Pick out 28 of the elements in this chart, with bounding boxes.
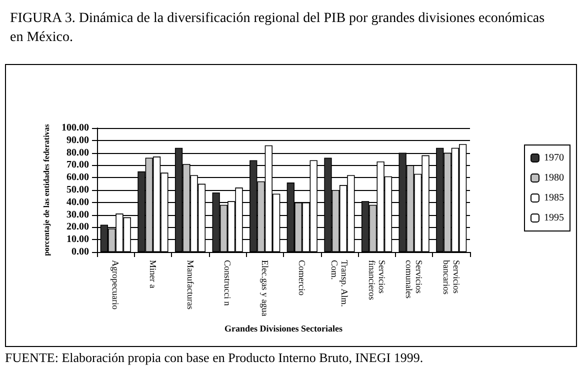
x-tick-label: Construcci n <box>222 260 233 306</box>
y-tick-label: 0.00 <box>72 246 89 258</box>
x-tick-label: Transp. Alm. Com. <box>329 260 350 310</box>
source-note: FUENTE: Elaboración propia con base en Producto Interno Bruto, INEGI 1999. <box>5 350 424 365</box>
y-tick-label: 50.00 <box>66 184 89 196</box>
y-tick-label: 70.00 <box>66 160 89 171</box>
y-tick-label: 100.00 <box>62 122 89 134</box>
y-tick-label: 40.00 <box>66 196 89 208</box>
x-tick-label: Servicios bancarios <box>441 260 462 296</box>
x-axis-title: Grandes Divisiones Sectoriales <box>224 323 343 334</box>
x-tick-label: Servicios financieros <box>366 260 387 300</box>
y-tick-label: 20.00 <box>66 222 89 233</box>
y-axis-title: porcentaje de las entidades federativas <box>42 124 52 256</box>
legend-label: 1985 <box>544 192 564 204</box>
y-tick-label: 60.00 <box>66 172 89 184</box>
y-tick-label: 80.00 <box>66 147 89 158</box>
x-tick-label: Elec.gas y agua <box>260 260 270 316</box>
x-tick-label: Agropecuario <box>110 260 121 310</box>
y-tick-label: 90.00 <box>66 134 89 146</box>
legend-label: 1980 <box>544 172 564 184</box>
y-tick-label: 10.00 <box>66 234 89 246</box>
x-tick-label: Comercio <box>297 260 308 296</box>
x-tick-label: Miner a <box>148 260 158 288</box>
x-tick-label: Manufacturas <box>185 260 196 310</box>
y-tick-label: 30.00 <box>66 209 89 220</box>
chart-title: FIGURA 3. Dinámica de la diversificación regional del PIB por grandes divisiones económicas en México. <box>10 11 548 45</box>
legend-label: 1970 <box>544 152 564 164</box>
legend-label: 1995 <box>544 212 564 224</box>
